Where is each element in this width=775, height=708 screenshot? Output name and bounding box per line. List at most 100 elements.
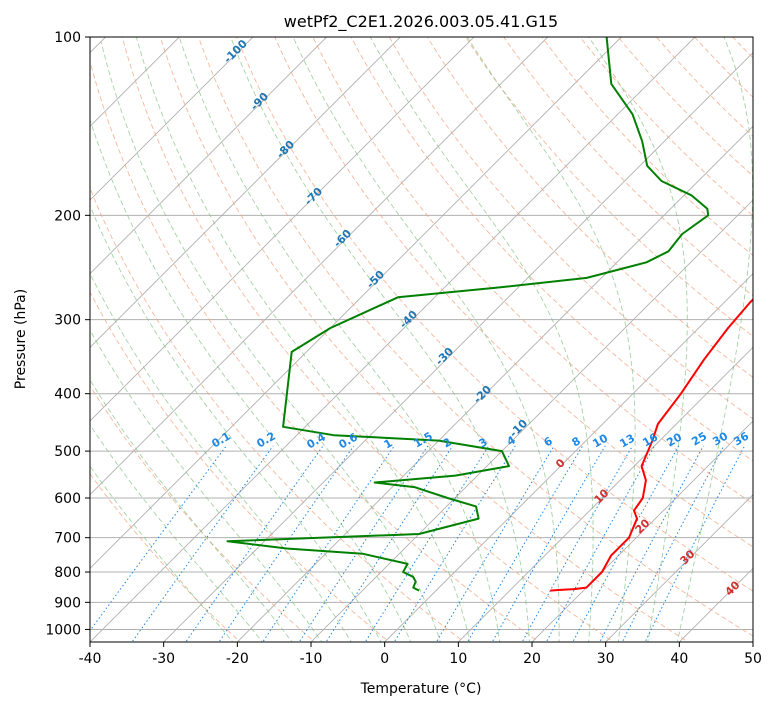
y-tick-label: 900 [54, 595, 81, 611]
mixing-ratio-line [298, 445, 429, 642]
mixing-ratio-label: 36 [731, 429, 751, 448]
isotherm-line [605, 494, 753, 642]
dry-adiabat [350, 37, 753, 462]
mixing-ratio-line [218, 445, 355, 642]
dry-adiabat-label: 20 [633, 516, 653, 536]
dry-adiabat-label: 10 [592, 486, 612, 506]
y-tick-label: 300 [54, 313, 81, 329]
isotherm-line [752, 641, 753, 642]
moist-adiabat [676, 37, 753, 642]
mixing-ratio-line [325, 445, 454, 642]
x-tick-label: 0 [380, 651, 389, 667]
dry-adiabat [90, 384, 316, 642]
moist-adiabat-label: -30 [433, 345, 456, 368]
dry-adiabat [579, 37, 753, 217]
x-tick-label: 20 [523, 651, 541, 667]
x-axis-title: Temperature (°C) [360, 681, 482, 697]
isotherm-line [384, 273, 753, 642]
x-tick-label: 10 [449, 651, 467, 667]
mixing-ratio-label: 0.6 [337, 430, 361, 451]
mixing-ratio-line [185, 445, 324, 642]
isotherm-line [163, 52, 753, 642]
mixing-ratio-line [621, 445, 725, 642]
dry-adiabat [655, 37, 753, 138]
x-tick-label: -30 [152, 651, 175, 667]
dewpoint-profile-line [226, 37, 710, 592]
dry-adiabat [236, 37, 753, 592]
moist-adiabat-label: -80 [274, 138, 297, 161]
x-tick-label: -40 [79, 651, 102, 667]
mixing-ratio-label: 8 [570, 434, 583, 449]
mixing-ratio-line [644, 445, 746, 642]
isotherm-line [531, 420, 753, 642]
moist-adiabat [90, 465, 234, 642]
x-tick-label: -20 [226, 651, 249, 667]
dry-adiabat [465, 37, 753, 337]
dry-adiabat [758, 24, 775, 645]
y-tick-label: 200 [54, 208, 81, 224]
moist-adiabat [588, 37, 688, 642]
moist-adiabat [90, 204, 382, 642]
isotherm-line [90, 37, 622, 569]
dry-adiabat [198, 37, 753, 637]
dry-adiabat-label: 30 [678, 547, 698, 567]
mixing-ratio-line [491, 445, 606, 642]
dry-adiabat [541, 37, 753, 257]
x-tick-label: 30 [597, 651, 615, 667]
dry-adiabat-label: 0 [553, 456, 568, 471]
y-tick-label: 800 [54, 565, 81, 581]
mixing-ratio-label: 13 [617, 432, 637, 451]
y-tick-label: 1000 [45, 622, 81, 638]
moist-adiabat [90, 329, 323, 642]
isotherm-line [90, 37, 254, 201]
y-axis-title: Pressure (hPa) [13, 289, 29, 389]
moist-adiabat-label: -70 [302, 185, 325, 208]
dry-adiabat [90, 473, 241, 642]
moist-adiabat-label: -50 [364, 268, 387, 291]
plot-frame [89, 36, 754, 643]
dry-adiabat [121, 37, 615, 642]
moist-adiabat [230, 37, 530, 642]
y-tick-label: 500 [54, 444, 81, 460]
mixing-ratio-line [393, 445, 516, 642]
dry-adiabat [388, 37, 753, 420]
x-tick-label: 50 [744, 651, 762, 667]
moist-adiabat [466, 37, 636, 642]
mixing-ratio-label: 0.2 [255, 429, 278, 450]
isotherm-line [90, 37, 696, 642]
background-lines [90, 24, 775, 645]
mixing-ratio-label: 0.1 [210, 429, 233, 450]
dry-adiabat [312, 37, 753, 505]
mixing-ratio-label: 6 [542, 434, 555, 449]
temperature-profile-line [550, 297, 753, 592]
moist-adiabat-label: -20 [471, 383, 494, 406]
y-tick-label: 100 [54, 30, 81, 46]
mixing-ratio-label: 25 [689, 430, 709, 449]
isotherm-line [457, 346, 753, 642]
isotherm-line [90, 37, 401, 348]
x-tick-label: 40 [670, 651, 688, 667]
dry-adiabat [426, 37, 753, 378]
mixing-ratio-line [364, 445, 490, 642]
moist-adiabat [100, 41, 441, 642]
isotherm-line [90, 37, 328, 275]
y-tick-label: 600 [54, 491, 81, 507]
mixing-ratio-line [599, 445, 704, 642]
mixing-ratio-line [466, 445, 584, 642]
moist-adiabat [369, 37, 594, 642]
isotherm-line [90, 37, 475, 422]
isotherm-line [90, 37, 549, 496]
isotherm-line [310, 199, 753, 642]
dry-adiabat [90, 186, 465, 642]
mixing-ratio-line [131, 445, 274, 642]
moist-adiabat [292, 37, 560, 642]
isotherm-line [236, 125, 753, 642]
moist-adiabat-label: -40 [397, 308, 420, 331]
y-tick-label: 400 [54, 387, 81, 403]
mixing-ratio-line [572, 445, 680, 642]
data-series [226, 37, 753, 592]
dry-adiabat [274, 37, 753, 548]
mixing-ratio-line [545, 445, 656, 642]
